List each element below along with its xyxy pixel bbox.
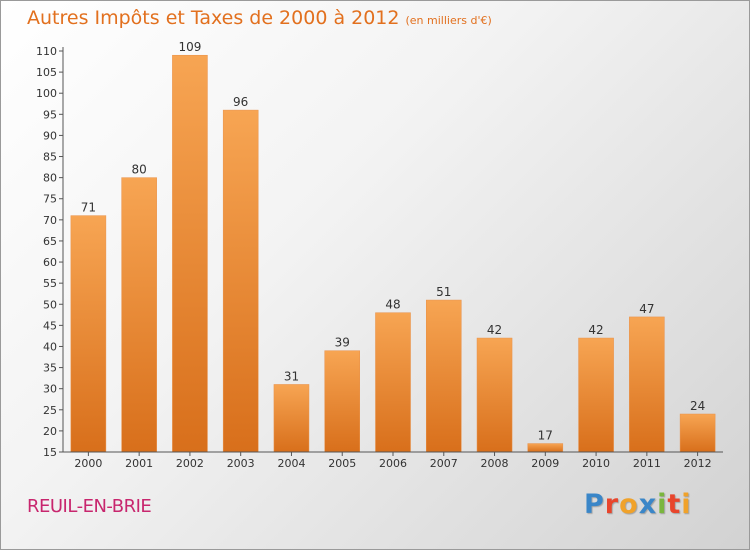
chart-title: Autres Impôts et Taxes de 2000 à 2012 (en… [27,7,492,29]
y-tick-label: 110 [36,45,57,58]
x-tick-label: 2006 [379,457,407,470]
logo-letter: t [667,489,682,520]
commune-name: REUIL-EN-BRIE [27,496,152,517]
bar-value-label: 109 [178,40,201,54]
x-tick-label: 2003 [227,457,255,470]
bar-value-label: 96 [233,95,248,109]
x-tick-label: 2002 [176,457,204,470]
chart-title-text: Autres Impôts et Taxes de 2000 à 2012 [27,7,400,29]
y-tick-label: 65 [43,235,57,248]
logo-letter: i [657,489,668,520]
bar-2000 [70,215,107,453]
y-tick-label: 20 [43,425,57,438]
x-tick-label: 2004 [277,457,305,470]
x-axis: 2000 2001 2002 2003 2004 2005 2006 2007 2008 2009… [63,451,723,470]
x-tick-label: 2009 [531,457,559,470]
y-axis: 15 20 25 30 35 40 45 50 55 60 65 70 75 80 85 90 95 100 105… [36,45,64,459]
bars: 71 80 109 96 31 39 48 51 42 17 42 47 24 [70,40,716,453]
y-tick-label: 75 [43,193,57,206]
bar-value-label: 42 [487,323,502,337]
bar-value-label: 39 [335,336,350,350]
x-tick-label: 2001 [125,457,153,470]
y-tick-label: 70 [43,214,57,227]
x-tick-label: 2008 [481,457,509,470]
y-tick-label: 85 [43,151,57,164]
x-tick-label: 2000 [74,457,102,470]
y-tick-label: 100 [36,87,57,100]
logo-letter: o [619,489,639,520]
x-tick-label: 2011 [633,457,661,470]
y-tick-label: 45 [43,319,57,332]
y-tick-label: 25 [43,404,57,417]
bar-value-label: 48 [385,298,400,312]
y-tick-label: 105 [36,66,57,79]
bar-2003 [222,109,259,453]
bar-2006 [375,312,411,453]
bar-2007 [426,299,462,453]
y-tick-label: 60 [43,256,57,269]
logo-letter: x [638,489,658,520]
bar-value-label: 51 [436,285,451,299]
bar-2012 [679,413,716,453]
bar-2002 [172,54,208,453]
bar-2011 [629,316,665,453]
bar-value-label: 71 [81,201,96,215]
proxiti-logo: Proxiti [584,489,692,520]
bar-value-label: 24 [690,399,705,413]
y-tick-label: 90 [43,129,57,142]
x-tick-label: 2010 [582,457,610,470]
bar-value-label: 31 [284,369,299,383]
y-tick-label: 15 [43,446,57,459]
bar-2010 [578,337,614,453]
logo-letter: i [681,489,692,520]
bar-2004 [273,384,310,453]
logo-letter: P [584,489,605,520]
bar-2009 [527,443,564,453]
bar-2005 [324,350,360,453]
y-tick-label: 30 [43,383,57,396]
logo-letter: r [604,489,620,520]
bar-value-label: 47 [639,302,654,316]
y-tick-label: 95 [43,108,57,121]
y-tick-label: 35 [43,362,57,375]
y-tick-label: 40 [43,340,57,353]
bar-value-label: 42 [588,323,603,337]
y-tick-label: 55 [43,277,57,290]
y-tick-label: 80 [43,172,57,185]
x-tick-label: 2005 [328,457,356,470]
bar-value-label: 17 [538,429,553,443]
bar-2008 [476,337,513,453]
x-tick-label: 2007 [430,457,458,470]
bar-value-label: 80 [132,163,147,177]
x-tick-label: 2012 [684,457,712,470]
chart-subtitle: (en milliers d'€) [405,14,492,27]
bar-2001 [121,177,157,453]
y-tick-label: 50 [43,298,57,311]
